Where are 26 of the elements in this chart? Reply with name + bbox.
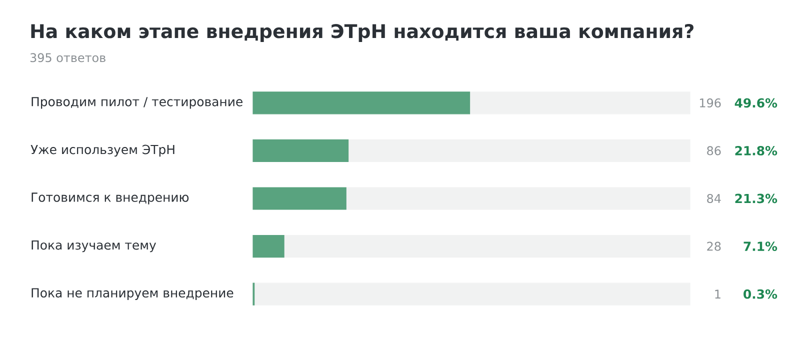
bar [284,235,690,258]
text: 28 [707,242,721,251]
data-label: 0.3% [744,289,778,299]
bar [348,139,690,162]
bar [254,282,690,306]
y-tick-label: Готовимся к внедрению [32,192,189,204]
y-tick-label: Пока изучаем тему [32,240,156,252]
text: 395 ответов [30,53,106,62]
text: 84 [707,194,721,204]
chart-title: На каком этапе внедрения ЭТрН находится ваша компания? [31,24,694,42]
text: 86 [707,146,721,156]
bar [469,92,690,114]
bar [252,139,349,162]
y-tick-label: Уже используем ЭТрН [30,144,174,157]
bar [252,235,284,258]
data-label: 49.6% [734,98,778,108]
bar [346,187,690,210]
data-label: 7.1% [744,242,778,252]
data-label: 21.8% [735,146,778,156]
text: 196 [700,98,721,108]
text: 1 [715,290,720,298]
y-tick-label: Проводим пилот / тестирование [32,97,242,109]
bar [252,187,346,210]
bar [252,92,470,114]
data-label: 21.3% [735,194,778,204]
y-tick-label: Пока не планируем внедрение [32,288,234,300]
